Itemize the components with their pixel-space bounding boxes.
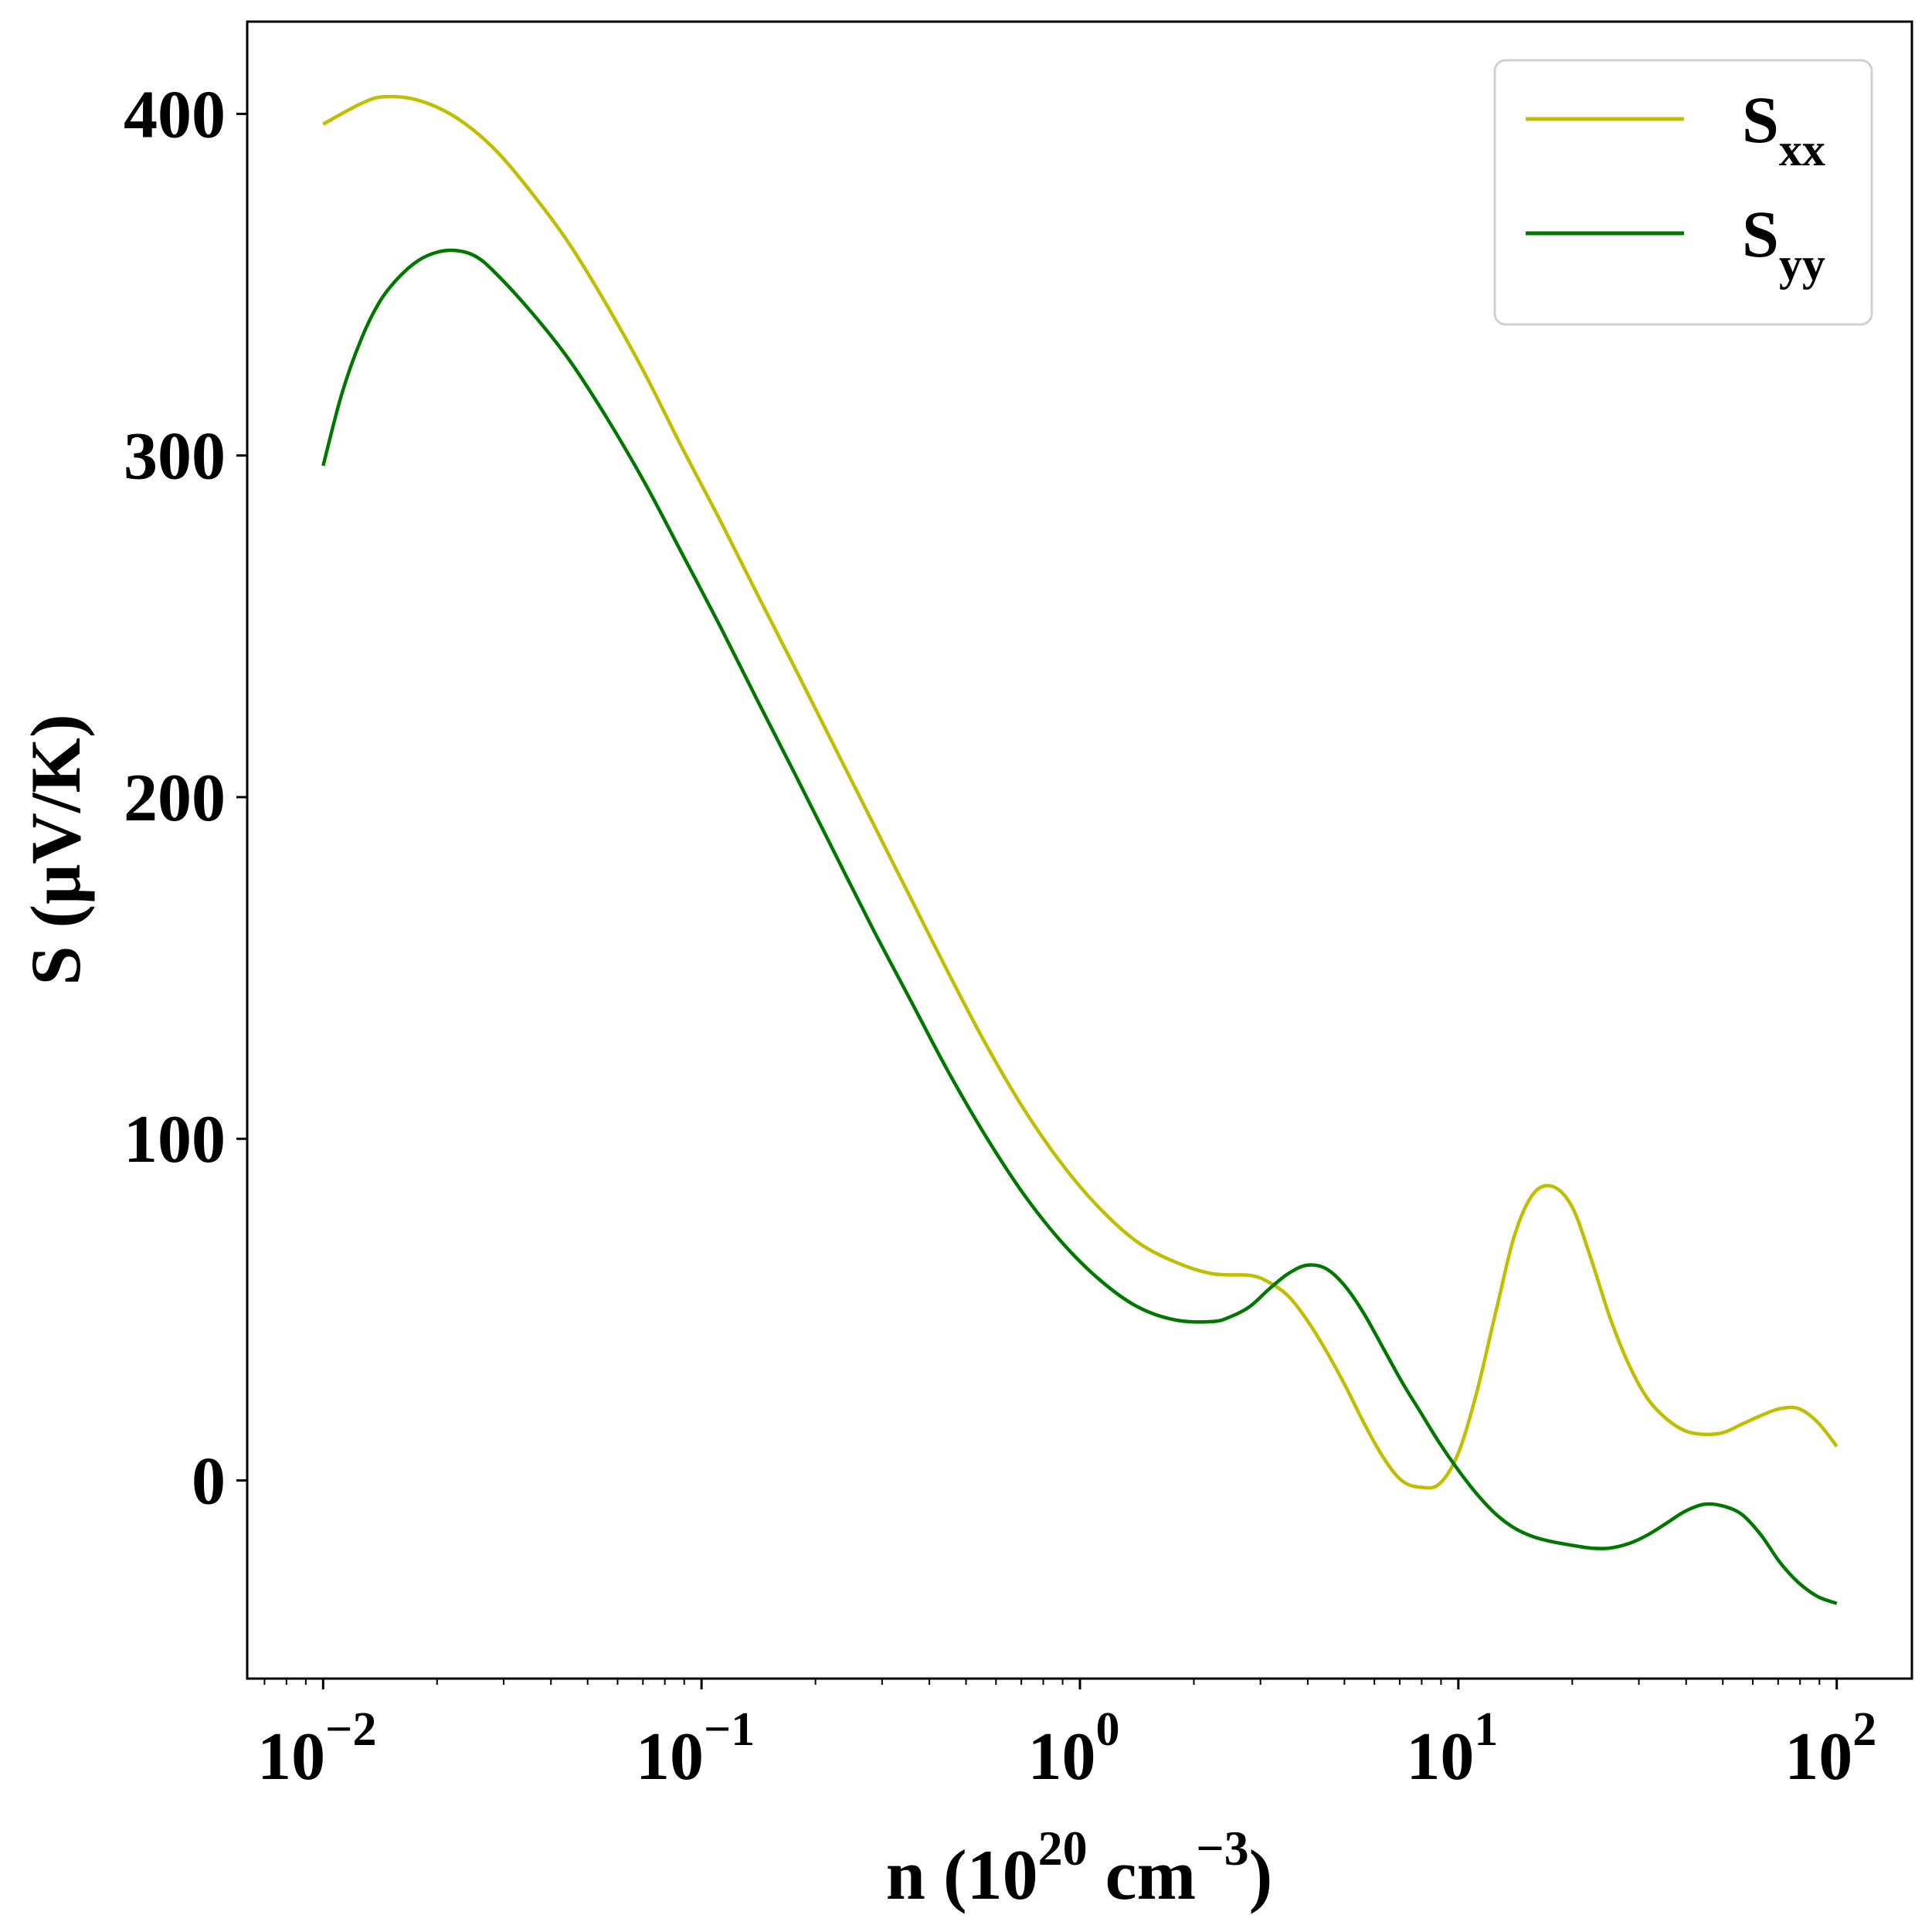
legend-label-sxx-base: S (1742, 83, 1779, 157)
y-axis-ticks: 0 100 200 300 400 (124, 77, 247, 1519)
y-axis-title: S (μV/K) (16, 714, 95, 985)
legend-label-syy-base: S (1742, 197, 1779, 271)
legend: Sxx Syy (1493, 59, 1873, 326)
legend-box (1493, 59, 1873, 326)
x-axis-title: n (1020 cm−3) (886, 1821, 1272, 1914)
x-tick-label: 10−1 (636, 1703, 755, 1794)
legend-label-syy-sub: yy (1779, 239, 1825, 290)
y-tick-label: 0 (192, 1444, 226, 1519)
legend-label-syy: Syy (1742, 197, 1825, 290)
series-line-yy (321, 248, 1838, 1605)
x-tick-label: 100 (1027, 1703, 1119, 1794)
x-tick-label: 102 (1784, 1703, 1876, 1794)
y-tick-label: 300 (124, 419, 226, 494)
legend-label-sxx: Sxx (1742, 83, 1825, 175)
legend-label-sxx-sub: xx (1779, 124, 1825, 175)
x-tick-label: 101 (1406, 1703, 1498, 1794)
x-tick-label: 10−2 (257, 1703, 376, 1794)
x-axis-ticks: 10−2 10−1 100 101 102 (257, 1679, 1876, 1794)
y-tick-label: 100 (124, 1102, 226, 1177)
series-line-xx (322, 94, 1839, 1490)
series-lines (321, 94, 1839, 1605)
y-tick-label: 400 (124, 77, 226, 152)
y-tick-label: 200 (124, 761, 226, 836)
